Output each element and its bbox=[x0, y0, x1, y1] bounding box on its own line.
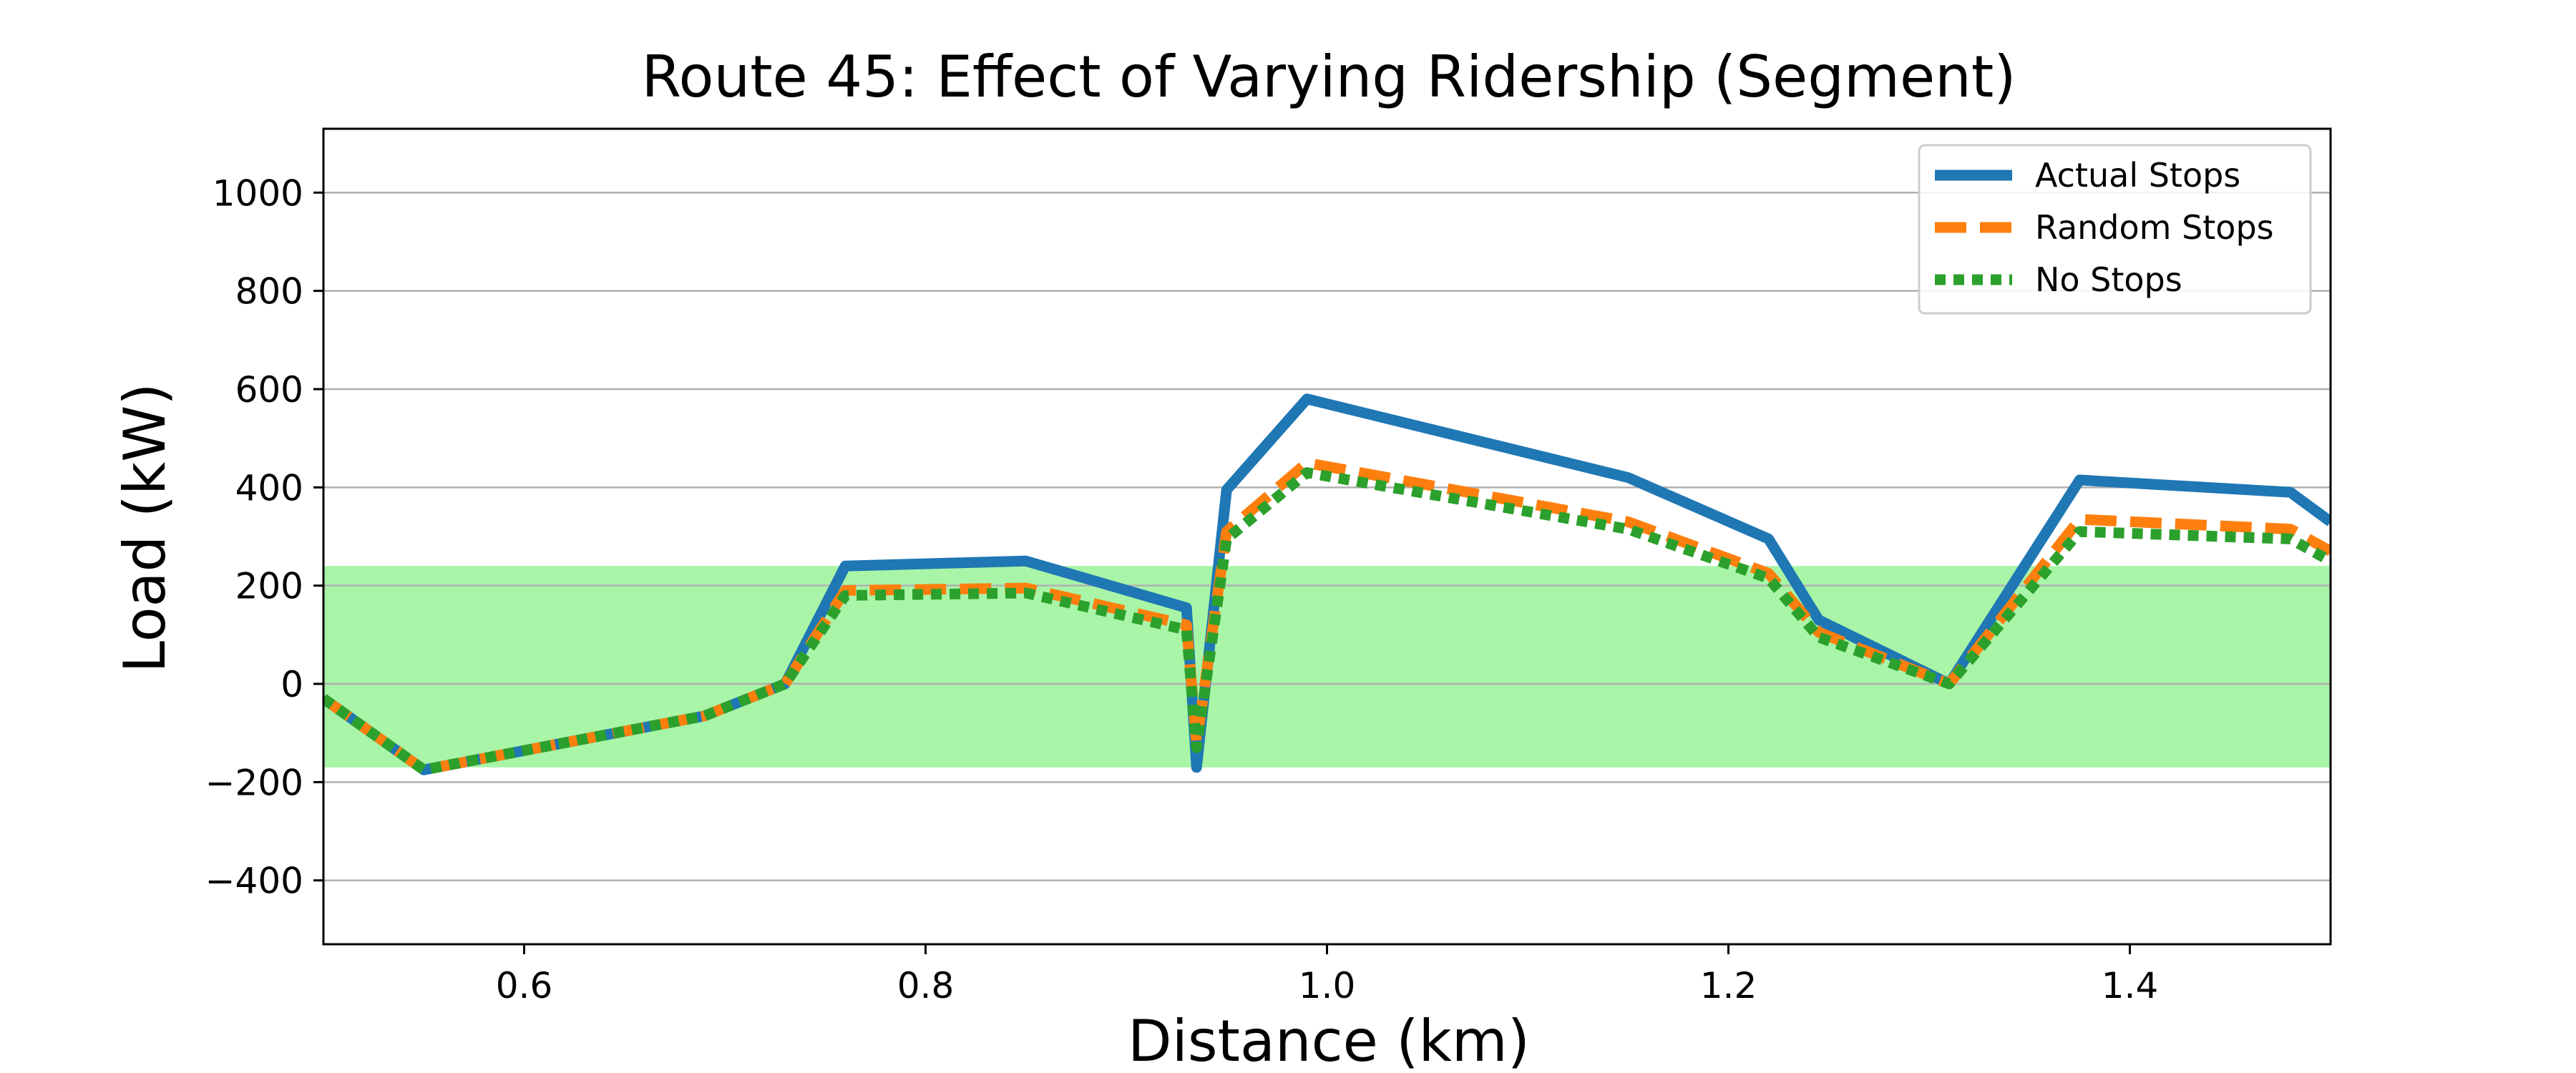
legend-label-1: Random Stops bbox=[2035, 208, 2274, 247]
x-tick-label-1: 0.8 bbox=[897, 965, 955, 1006]
y-axis-title: Load (kW) bbox=[112, 383, 178, 672]
shaded-band bbox=[323, 566, 2331, 768]
chart-title: Route 45: Effect of Varying Ridership (S… bbox=[642, 44, 2016, 110]
x-axis-title: Distance (km) bbox=[1128, 1008, 1530, 1073]
y-tick-label-0: −400 bbox=[205, 861, 303, 902]
y-tick-label-6: 800 bbox=[235, 271, 303, 313]
legend: Actual Stops Random Stops No Stops bbox=[1918, 144, 2312, 315]
y-tick-label-3: 200 bbox=[235, 566, 303, 607]
y-tick-label-2: 0 bbox=[280, 664, 303, 705]
plot-area: −400 −200 0 200 400 600 800 1000 0.6 0.8 1.0 1.2 1.4 bbox=[205, 127, 2332, 1006]
y-tick-label-4: 400 bbox=[235, 467, 303, 509]
y-tick-label-5: 600 bbox=[235, 369, 303, 411]
series-line-2 bbox=[323, 467, 2331, 775]
legend-label-2: No Stops bbox=[2035, 260, 2182, 299]
y-tick-label-1: −200 bbox=[205, 762, 303, 803]
x-tick-label-0: 0.6 bbox=[496, 965, 553, 1006]
legend-label-0: Actual Stops bbox=[2035, 156, 2240, 195]
x-tick-label-3: 1.2 bbox=[1700, 965, 1757, 1006]
y-tick-label-7: 1000 bbox=[213, 172, 303, 214]
x-tick-label-2: 1.0 bbox=[1299, 965, 1356, 1006]
x-tick-label-4: 1.4 bbox=[2102, 965, 2159, 1006]
legend-box bbox=[1918, 144, 2312, 315]
